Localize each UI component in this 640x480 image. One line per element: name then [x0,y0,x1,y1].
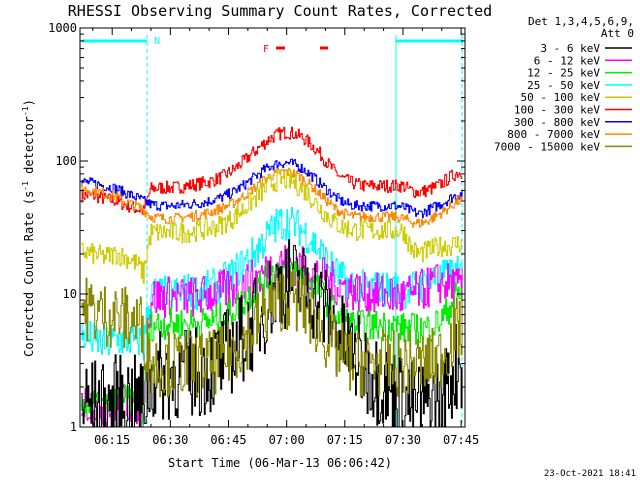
x-tick-label: 06:45 [210,433,246,447]
legend-entry: 100 - 300 keV [514,104,600,117]
series-line [81,268,463,398]
y-tick-label: 1000 [48,21,77,35]
x-tick-label: 06:30 [152,433,188,447]
y-tick-label: 100 [55,154,77,168]
y-tick-label: 1 [70,420,77,434]
y-tick-label: 10 [63,287,77,301]
legend-entry: 25 - 50 keV [527,79,600,92]
legend-entry: 300 - 800 keV [514,116,600,129]
x-tick-label: 06:15 [94,433,130,447]
series-line [81,167,463,228]
legend-entry: 3 - 6 keV [540,42,600,55]
x-tick-label: 07:30 [385,433,421,447]
x-tick-label: 07:00 [269,433,305,447]
series-line [81,169,463,284]
chart-title: RHESSI Observing Summary Count Rates, Co… [68,2,492,20]
legend-header: Det 1,3,4,5,6,9, [528,15,634,28]
flare-label: F [263,44,269,55]
series-line [81,126,463,215]
plot-frame [79,27,466,428]
plot-area: NF [81,35,463,428]
legend-entry: 12 - 25 keV [527,67,600,80]
x-tick-label: 07:45 [443,433,479,447]
footer-date: 23-Oct-2021 18:41 [544,469,636,479]
legend-header: Att 0 [601,27,634,40]
axes: 06:15 06:30 06:45 07:00 07:15 07:30 07:45 1 10 10… [48,21,479,447]
legend-entry: 800 - 7000 keV [507,128,600,141]
legend-entry: 50 - 100 keV [521,91,601,104]
x-axis-label: Start Time (06-Mar-13 06:06:42) [168,456,392,470]
night-label: N [154,36,160,47]
x-tick-label: 07:15 [327,433,363,447]
legend-entry: 7000 - 15000 keV [494,140,600,153]
series-line [81,158,463,219]
y-axis-label: Corrected Count Rate (s-1 detector-1) [21,99,36,357]
legend-entry: 6 - 12 keV [534,54,601,67]
